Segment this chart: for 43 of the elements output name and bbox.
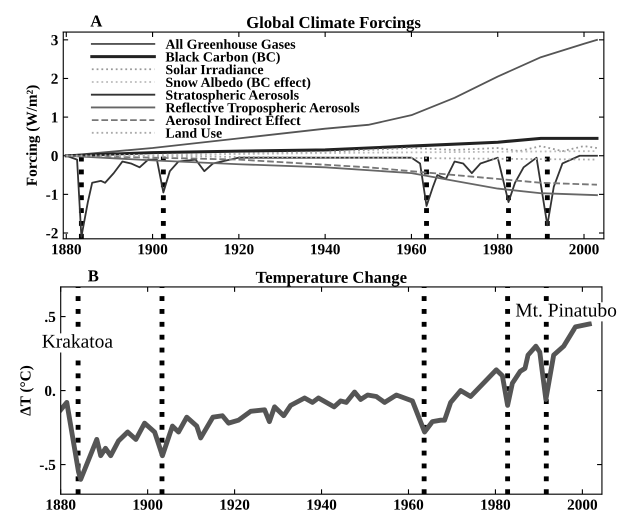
y-tick-label: 3 — [51, 35, 58, 46]
x-tick-label: 1940 — [307, 499, 336, 510]
text: A — [90, 15, 102, 26]
legend-label: Reflective Tropospheric Aerosols — [166, 102, 360, 116]
y-axis-title: ΔT (°C) — [20, 366, 34, 416]
y-tick-label: 0. — [44, 386, 56, 396]
chart-title: Temperature Change — [256, 271, 407, 286]
text: B — [88, 270, 98, 282]
x-tick-label: 2000 — [568, 499, 598, 510]
y-tick-label: -.5 — [40, 460, 56, 470]
legend-label: Land Use — [166, 128, 222, 138]
y-tick-label: 1 — [52, 112, 58, 122]
x-tick-label: 1880 — [52, 244, 81, 254]
y-tick-label: -1 — [46, 190, 58, 200]
legend-label: All Greenhouse Gases — [166, 39, 296, 49]
legend-label: Solar Irradiance — [166, 64, 264, 74]
legend-label: Stratospheric Aerosols — [166, 90, 299, 103]
annotation: Krakatoa — [42, 334, 113, 348]
line-series — [65, 154, 598, 186]
x-tick-label: 1920 — [224, 244, 254, 254]
line-series — [65, 154, 598, 196]
x-tick-label: 1880 — [46, 499, 76, 510]
x-tick-label: 1900 — [134, 499, 162, 510]
x-tick-label: 1940 — [311, 244, 340, 254]
x-tick-label: 1980 — [481, 499, 510, 510]
x-tick-label: 1980 — [484, 244, 512, 254]
chart-title: Global Climate Forcings — [247, 16, 420, 32]
legend-label: Black Carbon (BC) — [166, 52, 280, 64]
line-series — [65, 154, 598, 238]
y-tick-label: 0 — [51, 150, 58, 162]
x-tick-label: 1960 — [397, 244, 426, 254]
annotation: Mt. Pinatubo — [516, 303, 616, 317]
legend-label: Snow Albedo (BC effect) — [166, 77, 310, 90]
line-series — [64, 136, 598, 158]
x-tick-label: 1900 — [138, 244, 168, 254]
y-tick-label: .5 — [45, 312, 56, 322]
y-tick-label: 2 — [51, 74, 58, 84]
y-tick-label: -2 — [46, 228, 58, 238]
x-tick-label: 2000 — [569, 244, 599, 254]
y-axis-title: Forcing (W/m²) — [26, 85, 40, 186]
x-tick-label: 1920 — [220, 499, 250, 510]
legend-label: Aerosol Indirect Effect — [166, 115, 301, 126]
x-tick-label: 1960 — [394, 499, 424, 510]
